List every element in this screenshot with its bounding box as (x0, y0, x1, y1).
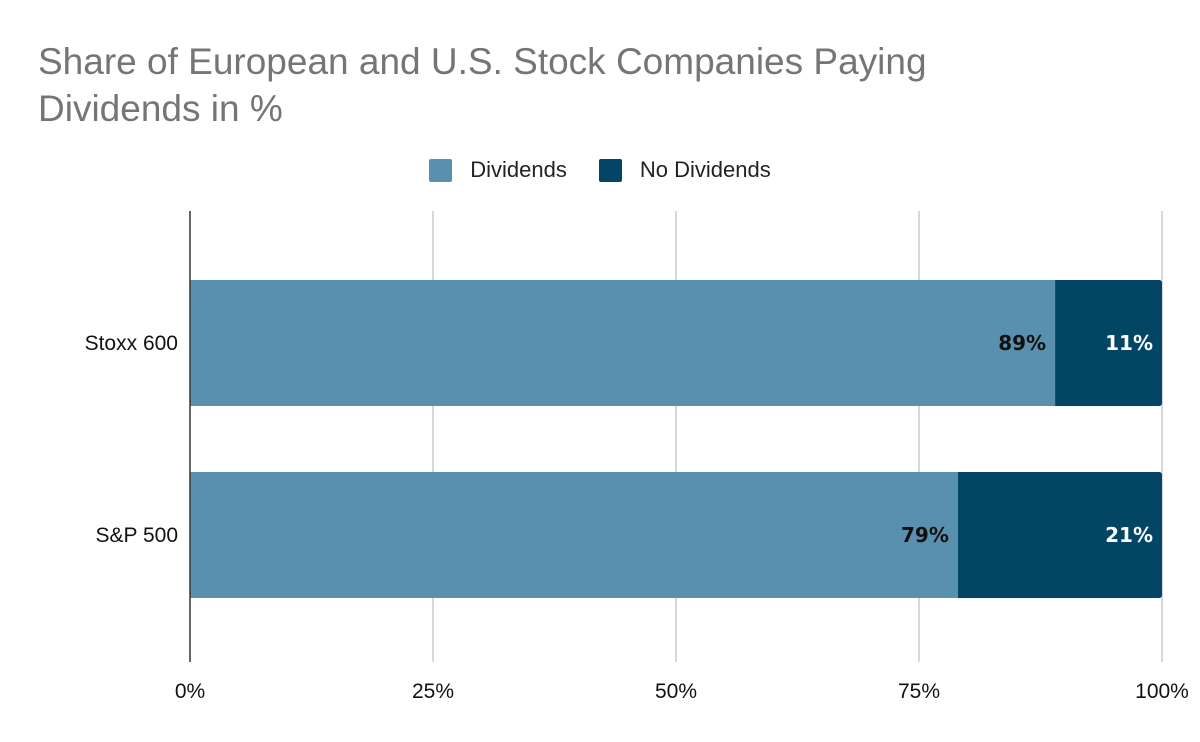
legend: Dividends No Dividends (0, 157, 1200, 183)
legend-swatch-no-dividends (598, 158, 622, 182)
data-label: 21% (1105, 523, 1153, 547)
bar-segment (190, 472, 958, 598)
legend-item-no-dividends: No Dividends (598, 157, 771, 183)
y-category-label: Stoxx 600 (85, 332, 178, 355)
x-tick-label: 100% (1135, 680, 1189, 703)
chart-title: Share of European and U.S. Stock Compani… (38, 41, 927, 129)
data-label: 79% (901, 523, 949, 547)
data-label: 11% (1105, 331, 1153, 355)
x-tick-label: 25% (412, 680, 454, 703)
data-label: 89% (998, 331, 1046, 355)
legend-label-dividends: Dividends (470, 157, 567, 182)
legend-label-no-dividends: No Dividends (639, 157, 771, 182)
x-tick-label: 0% (175, 680, 205, 703)
legend-swatch-dividends (429, 158, 453, 182)
bar-segment (1055, 280, 1162, 406)
bar-segment (190, 280, 1056, 406)
bar-segment (957, 472, 1162, 598)
x-tick-label: 50% (655, 680, 697, 703)
y-category-label: S&P 500 (95, 524, 178, 547)
x-tick-label: 75% (898, 680, 940, 703)
legend-item-dividends: Dividends (429, 157, 567, 183)
